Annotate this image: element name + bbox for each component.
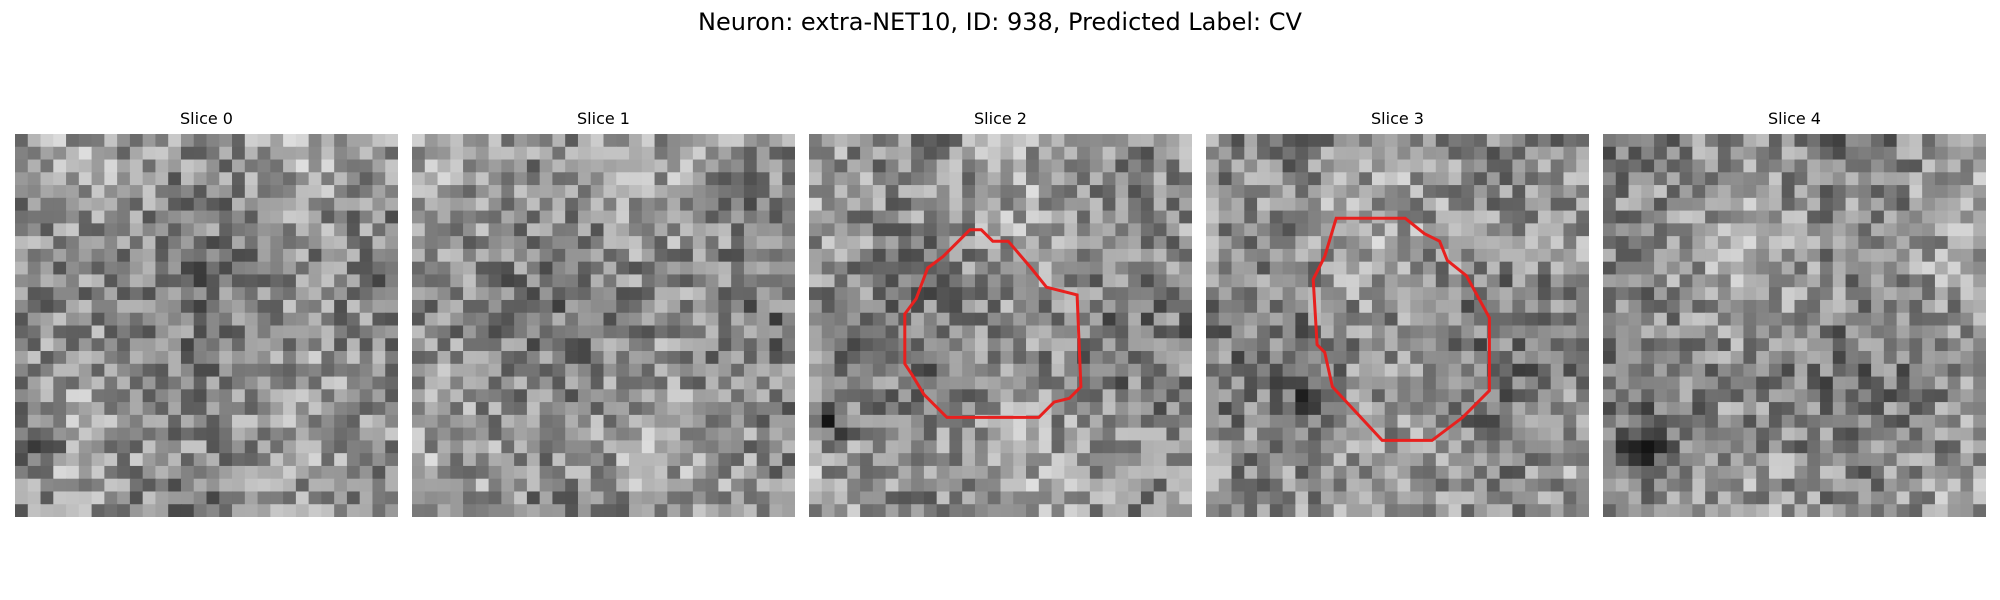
slice-image-2 [809, 134, 1192, 517]
slice-title-3: Slice 3 [1206, 109, 1589, 129]
slice-title-2: Slice 2 [809, 109, 1192, 129]
slice-image-1 [412, 134, 795, 517]
slice-svg [15, 134, 398, 517]
slice-image-0 [15, 134, 398, 517]
slice-title-0: Slice 0 [15, 109, 398, 129]
slice-title-4: Slice 4 [1603, 109, 1986, 129]
slice-svg [1603, 134, 1986, 517]
slice-svg [1206, 134, 1589, 517]
slice-image-3 [1206, 134, 1589, 517]
figure-title: Neuron: extra-NET10, ID: 938, Predicted … [0, 6, 2000, 38]
slice-svg [412, 134, 795, 517]
slice-title-1: Slice 1 [412, 109, 795, 129]
slice-image-4 [1603, 134, 1986, 517]
slice-svg [809, 134, 1192, 517]
